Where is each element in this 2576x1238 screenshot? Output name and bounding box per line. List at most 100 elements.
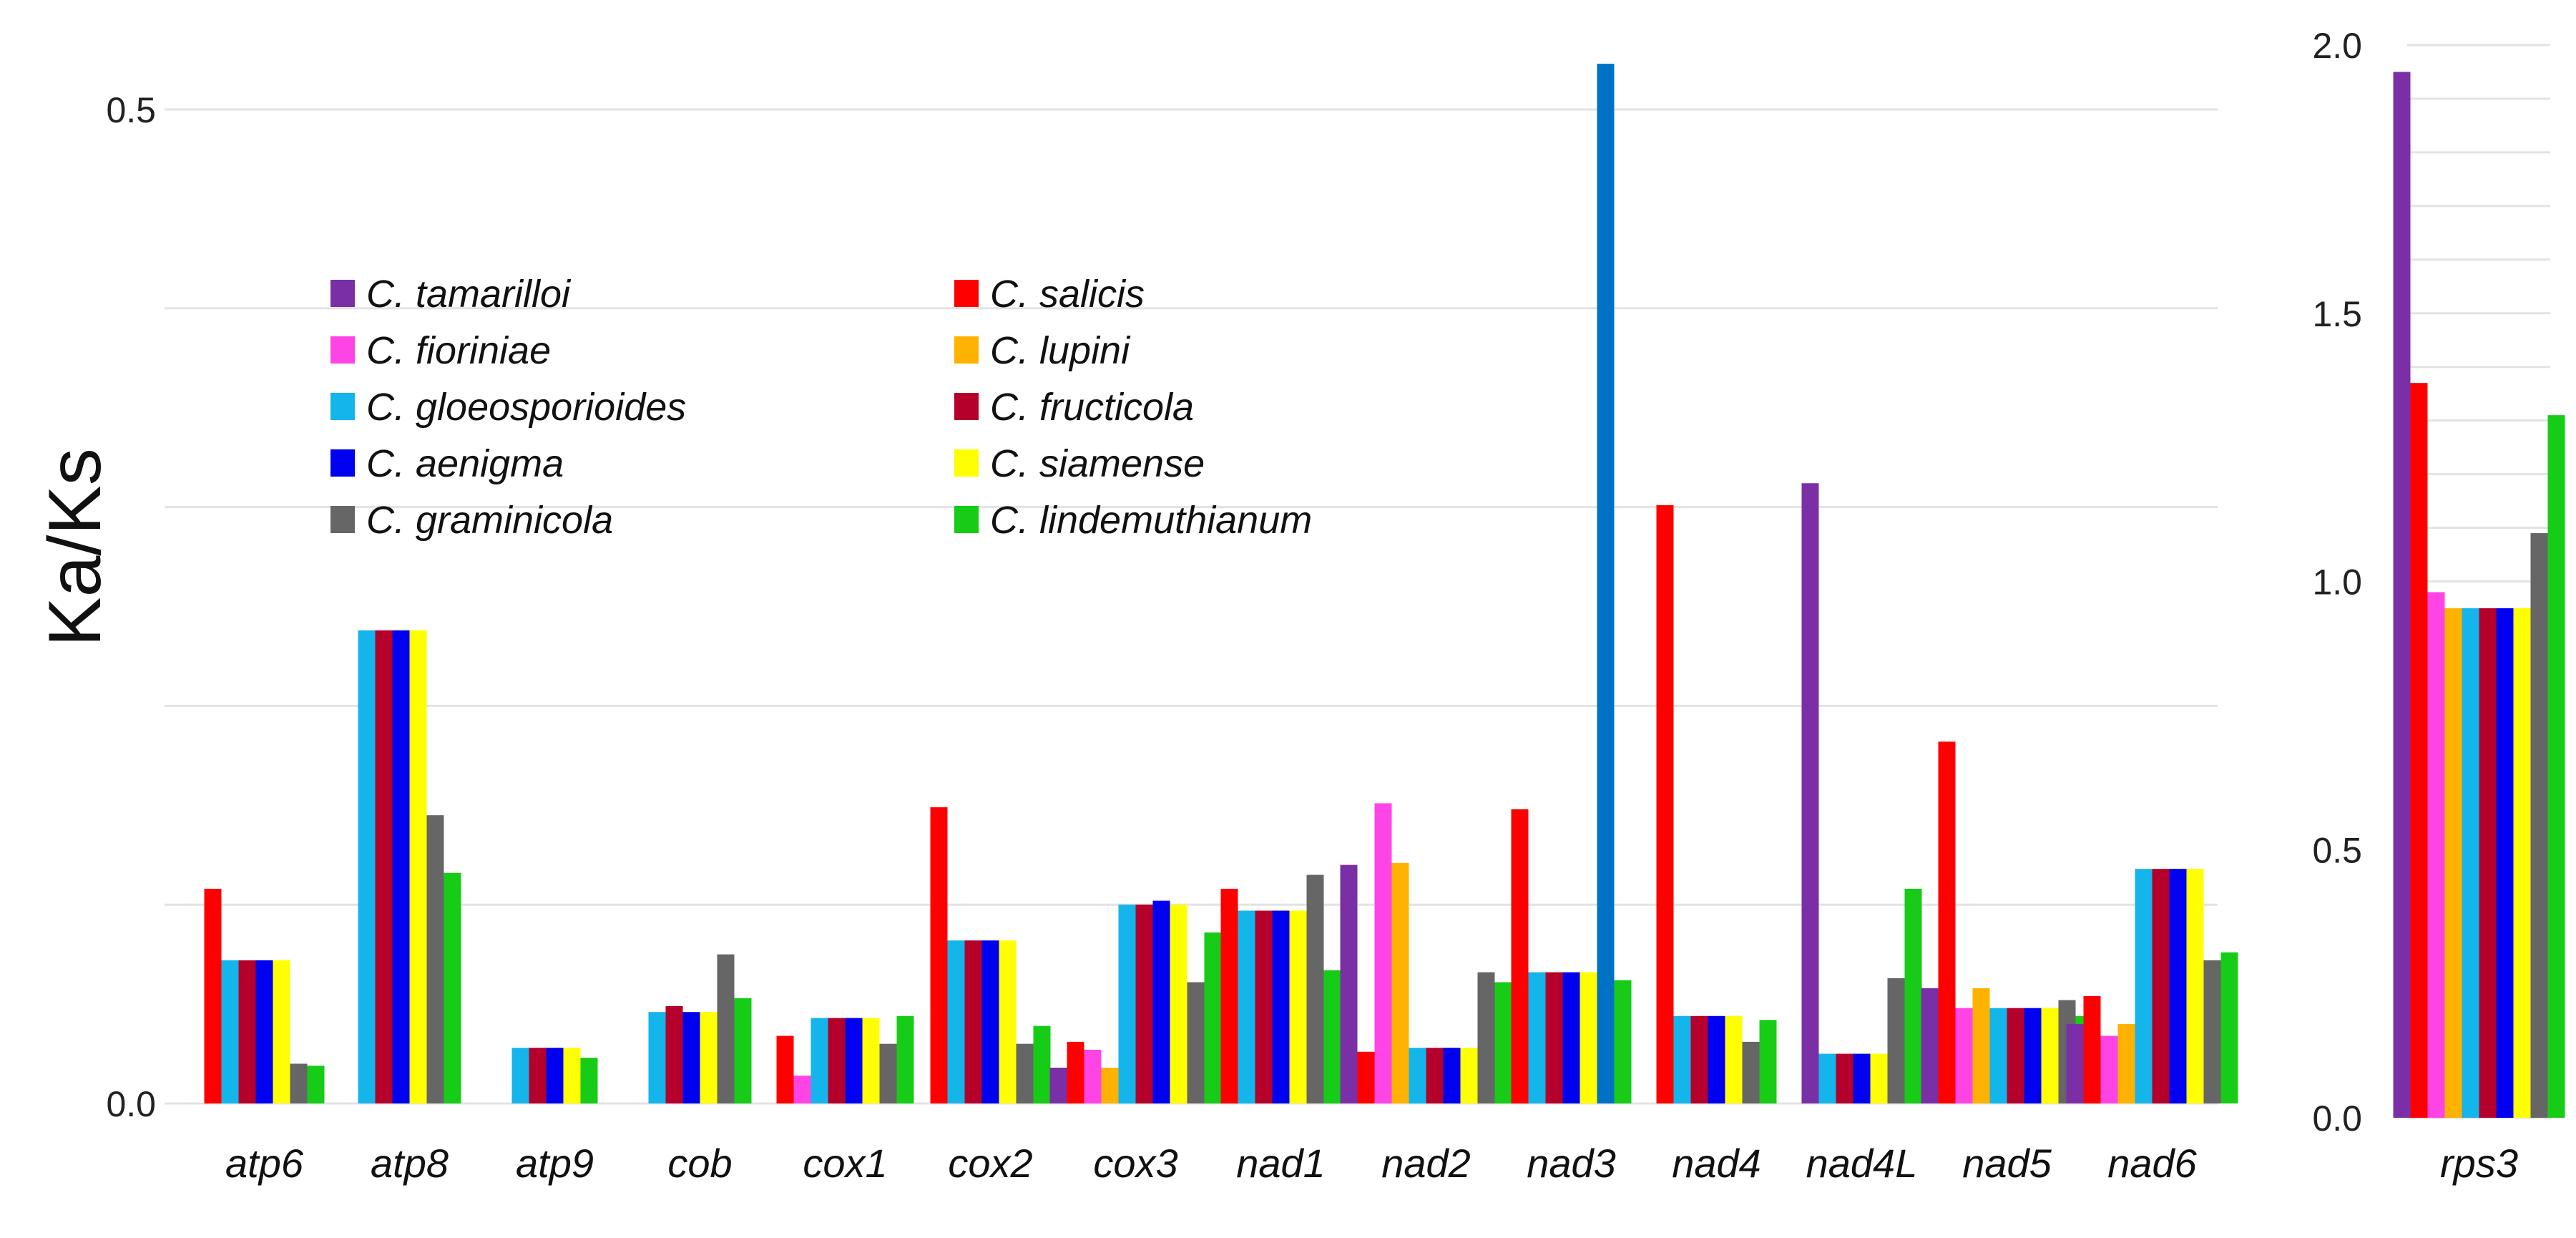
bar-atp8-c-fructicola [375, 630, 393, 1103]
bar-nad2-c-fructicola [1426, 1048, 1444, 1103]
bar-nad4-c-graminicola [1742, 1041, 1760, 1103]
bar-cox3-c-siamense [1170, 905, 1187, 1103]
bar-atp6-c-siamense [273, 960, 290, 1103]
category-labels: atp6 atp8 atp9 cob cox1 cox2 cox3 nad1 nad2 nad3 n… [225, 1141, 2518, 1186]
legend-label-c-tamarilloi: C. tamarilloi [366, 273, 572, 316]
bar-atp8-c-graminicola [426, 815, 444, 1103]
bar-rps3-c-tamarilloi [2393, 72, 2411, 1118]
bar-nad2-c-aenigma [1443, 1048, 1461, 1103]
y-tick-label: 0.0 [2312, 1098, 2362, 1139]
bar-nad4l-c-lindemuthianum [1904, 888, 1922, 1103]
bar-atp6-c-lindemuthianum [307, 1066, 325, 1103]
bar-atp6-c-salicis [204, 888, 222, 1103]
bar-nad4l-c-siamense [1870, 1053, 1888, 1103]
bar-nad4l-c-tamarilloi [1801, 483, 1819, 1103]
legend-label-c-lindemuthianum: C. lindemuthianum [990, 499, 1312, 542]
main-panel-bars [204, 64, 2238, 1104]
bar-cox3-c-gloeosporioides [1118, 905, 1136, 1103]
bar-cox3-c-fioriniae [1084, 1049, 1102, 1103]
bar-nad4-c-fructicola [1690, 1015, 1708, 1103]
bar-nad1-c-graminicola [1306, 874, 1324, 1103]
y-tick-label: 1.0 [2312, 562, 2362, 603]
y-tick-label: 1.5 [2312, 294, 2362, 334]
bar-cox2-c-graminicola [1016, 1043, 1034, 1103]
legend-label-c-gloeosporioides: C. gloeosporioides [366, 386, 686, 429]
bar-atp8-c-aenigma [392, 630, 410, 1103]
bar-rps3-c-fructicola [2479, 608, 2497, 1118]
bar-cox1-c-fioriniae [793, 1076, 811, 1103]
bar-nad5-c-siamense [2041, 1008, 2059, 1103]
main-panel-y-ticks: 0.0 0.5 [106, 90, 156, 1124]
bar-cox1-c-graminicola [879, 1043, 897, 1103]
y-tick-label: 0.0 [106, 1084, 156, 1124]
bar-nad4-c-siamense [1725, 1015, 1743, 1103]
category-label-atp9: atp9 [516, 1141, 594, 1186]
bar-rps3-c-lindemuthianum [2547, 415, 2565, 1118]
bar-nad6-c-salicis [2083, 995, 2101, 1103]
bar-nad2-c-tamarilloi [1340, 864, 1358, 1103]
bar-cox2-c-gloeosporioides [947, 940, 965, 1103]
bar-cox3-c-graminicola [1187, 982, 1205, 1103]
bar-cox3-c-salicis [1067, 1041, 1084, 1103]
bar-nad6-c-tamarilloi [2066, 1023, 2084, 1103]
bar-nad1-c-gloeosporioides [1238, 910, 1255, 1103]
bar-nad3-c-siamense [1580, 972, 1597, 1103]
bar-nad5-c-tamarilloi [1921, 988, 1939, 1103]
bar-nad4l-c-gloeosporioides [1818, 1053, 1836, 1103]
legend-swatch-c-lupini [954, 336, 979, 364]
y-axis-label: Ka/Ks [34, 448, 117, 646]
category-label-nad1: nad1 [1236, 1141, 1326, 1186]
bar-nad6-c-lupini [2117, 1023, 2135, 1103]
side-panel-y-ticks: 0.0 0.5 1.0 1.5 2.0 [2312, 26, 2362, 1139]
bar-cob-c-graminicola [717, 954, 735, 1103]
category-label-rps3: rps3 [2440, 1141, 2518, 1186]
bar-rps3-c-salicis [2410, 383, 2428, 1118]
bar-cox2-c-fructicola [964, 940, 982, 1103]
bar-nad3-c-salicis [1511, 809, 1529, 1103]
legend-swatch-c-tamarilloi [330, 280, 355, 307]
bar-nad1-c-salicis [1220, 888, 1238, 1103]
bar-cox1-c-aenigma [845, 1018, 863, 1103]
bar-nad1-c-siamense [1289, 910, 1307, 1103]
bar-atp8-c-siamense [409, 630, 427, 1103]
bar-atp6-c-graminicola [290, 1063, 308, 1103]
bar-cox3-c-tamarilloi [1049, 1067, 1067, 1103]
bar-nad6-c-gloeosporioides [2135, 869, 2153, 1103]
bar-cob-c-gloeosporioides [648, 1012, 666, 1103]
y-tick-label: 2.0 [2312, 26, 2362, 66]
bar-nad5-c-salicis [1938, 741, 1956, 1103]
bar-cox3-c-lupini [1101, 1067, 1119, 1103]
category-label-cob: cob [667, 1141, 732, 1186]
bar-cox1-c-salicis [776, 1035, 794, 1103]
bar-nad4-c-lindemuthianum [1759, 1020, 1777, 1103]
bar-cob-c-lindemuthianum [734, 998, 752, 1103]
bar-nad2-c-siamense [1460, 1048, 1478, 1103]
bar-nad2-c-fioriniae [1374, 803, 1392, 1103]
bar-nad4-c-salicis [1656, 505, 1674, 1103]
category-label-nad4: nad4 [1672, 1141, 1761, 1186]
bar-nad2-c-lupini [1391, 862, 1409, 1103]
bar-cob-c-siamense [700, 1012, 718, 1103]
category-label-cox2: cox2 [948, 1141, 1032, 1186]
bar-nad3-c-aenigma [1562, 972, 1580, 1103]
legend-swatch-c-aenigma [330, 449, 355, 477]
category-label-nad3: nad3 [1527, 1141, 1616, 1186]
bar-atp9-c-gloeosporioides [511, 1048, 529, 1103]
bar-nad1-c-aenigma [1272, 910, 1290, 1103]
bar-nad5-c-fructicola [2007, 1008, 2024, 1103]
legend-swatch-c-graminicola [330, 506, 355, 533]
bar-nad5-c-lupini [1972, 988, 1990, 1103]
bar-cob-c-aenigma [682, 1012, 700, 1103]
bar-nad6-c-fioriniae [2100, 1035, 2118, 1103]
bar-atp8-c-gloeosporioides [358, 630, 376, 1103]
bar-rps3-c-lupini [2444, 608, 2462, 1118]
bar-nad6-c-graminicola [2203, 960, 2221, 1103]
bar-nad4l-c-graminicola [1887, 978, 1905, 1103]
legend-label-c-fioriniae: C. fioriniae [366, 329, 551, 372]
bar-nad5-c-aenigma [2024, 1008, 2042, 1103]
bar-atp9-c-fructicola [529, 1048, 547, 1103]
bar-atp6-c-gloeosporioides [221, 960, 239, 1103]
bar-atp9-c-lindemuthianum [580, 1058, 598, 1103]
y-tick-label: 0.5 [106, 90, 156, 130]
category-label-cox1: cox1 [803, 1141, 887, 1186]
